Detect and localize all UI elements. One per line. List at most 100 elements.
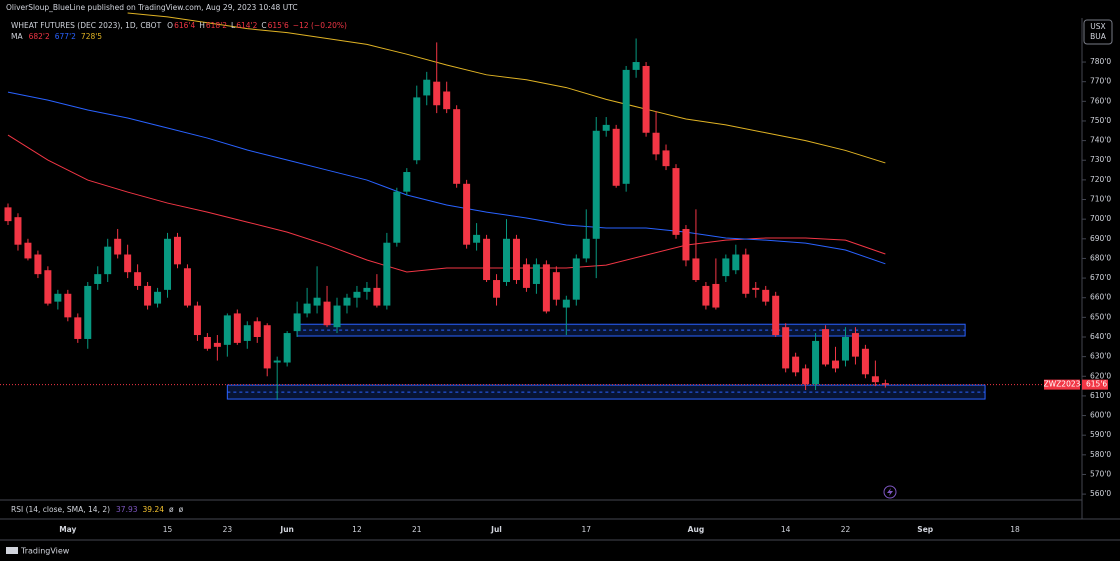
chart-title: WHEAT FUTURES (DEC 2023), 1D, CBOT [11,21,162,30]
support-zone [296,323,966,337]
candle-body [353,291,361,298]
logo [6,547,18,554]
rsi-label: RSI (14, close, SMA, 14, 2) [11,505,110,514]
unit: BUA [1090,32,1107,41]
ma-value: 728'5 [81,32,102,41]
candle-body [173,236,181,265]
rsi-value: 39.24 [143,505,165,514]
candle-body [213,342,221,347]
y-tick-label: 560'0 [1090,489,1111,498]
y-tick-label: 600'0 [1090,411,1111,420]
candle-body [54,293,62,302]
x-tick-label: 15 [163,525,173,534]
alert-icon[interactable] [883,485,897,499]
currency-box[interactable] [1083,19,1113,45]
rsi-value: ø [179,505,184,514]
legend-key: L [231,21,236,30]
candle-body [363,287,371,292]
candle-body [532,264,540,284]
candle-body [602,124,610,131]
candle-body [851,333,859,357]
currency: USX [1090,22,1105,31]
x-tick-label: 14 [781,525,791,534]
candle-body [752,287,760,290]
x-tick-label: Jun [279,525,293,534]
candle-body [552,272,560,300]
candle-body [14,217,22,245]
legend-key: H [199,21,205,30]
candle-body [343,297,351,306]
candle-body [512,238,520,281]
candle-body [832,360,840,369]
candle-body [134,272,142,286]
candle-body [183,268,191,306]
candle-body [104,246,112,275]
candle-body [94,274,102,284]
candle-body [712,283,720,308]
candle-body [642,65,650,133]
legend-value: 615'6 [268,21,289,30]
ma-value: 677'2 [55,32,76,41]
candle-body [233,313,241,343]
candle-body [293,313,301,332]
candle-body [263,325,271,369]
legend-change: −12 (−0.20%) [293,21,347,30]
candle-body [243,325,251,341]
candle-body [413,97,421,161]
candle-body [164,238,172,290]
candle-body [383,242,391,306]
candle-body [782,327,790,369]
candle-body [74,317,82,339]
candle-body [403,172,411,192]
y-tick-label: 640'0 [1090,332,1111,341]
legend-value: 614'2 [236,21,257,30]
candle-body [223,315,231,345]
candle-body [473,234,481,243]
candle-body [393,191,401,243]
y-tick-label: 760'0 [1090,96,1111,105]
candle-body [722,258,730,277]
candle-body [572,258,580,300]
candle-body [114,238,122,255]
candle-body [303,303,311,314]
y-tick-label: 750'0 [1090,116,1111,125]
candle-body [622,69,630,184]
candle-body [34,254,42,275]
candle-body [522,264,530,288]
candle-body [463,183,471,245]
candle-body [483,238,491,281]
candle-body [762,289,770,302]
candle-body [662,150,670,167]
x-tick-label: 17 [581,525,591,534]
candle-body [333,305,341,328]
candle-body [742,254,750,294]
candle-body [273,360,281,363]
x-tick-label: Jul [490,525,502,534]
candle-body [682,228,690,261]
price-tag [1082,379,1108,390]
rsi-value: 37.93 [116,505,138,514]
candle-body [193,305,201,336]
y-tick-label: 690'0 [1090,234,1111,243]
alert-bolt [887,488,893,496]
x-tick-label: 22 [841,525,851,534]
plot [0,12,1082,400]
candle-body [841,336,849,361]
candle-body [423,79,431,96]
symbol-tag [1044,379,1080,390]
candle-body [652,132,660,155]
y-tick-label: 660'0 [1090,293,1111,302]
rsi-value: ø [169,505,174,514]
y-tick-label: 730'0 [1090,155,1111,164]
candle-body [632,62,640,70]
candle-body [144,285,152,306]
candle-body [313,297,321,306]
y-tick-label: 590'0 [1090,430,1111,439]
candle-body [64,293,72,318]
legend-value: 618'2 [206,21,227,30]
candle-body [503,238,510,283]
candle-body [542,264,550,312]
candle-body [203,336,211,349]
candle-body [792,356,800,373]
